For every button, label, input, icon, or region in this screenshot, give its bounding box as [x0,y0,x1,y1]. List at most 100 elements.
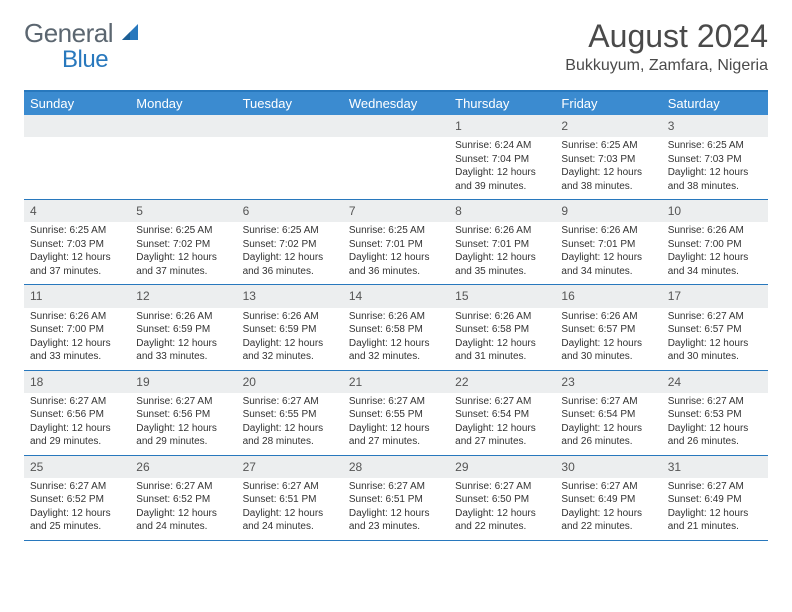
day-cell [24,115,130,199]
day-cell: 20Sunrise: 6:27 AMSunset: 6:55 PMDayligh… [237,371,343,455]
sunrise-line: Sunrise: 6:27 AM [30,395,124,409]
sunrise-line: Sunrise: 6:27 AM [243,395,337,409]
day-details: Sunrise: 6:25 AMSunset: 7:03 PMDaylight:… [555,137,661,199]
sunset-line: Sunset: 6:59 PM [136,323,230,337]
sunrise-line: Sunrise: 6:26 AM [455,310,549,324]
day-details: Sunrise: 6:25 AMSunset: 7:03 PMDaylight:… [662,137,768,199]
sunrise-line: Sunrise: 6:25 AM [561,139,655,153]
sunset-line: Sunset: 6:52 PM [30,493,124,507]
daylight-line: Daylight: 12 hours and 33 minutes. [30,337,124,364]
day-cell [343,115,449,199]
day-cell: 18Sunrise: 6:27 AMSunset: 6:56 PMDayligh… [24,371,130,455]
sunset-line: Sunset: 7:04 PM [455,153,549,167]
day-number [130,115,236,137]
day-cell: 3Sunrise: 6:25 AMSunset: 7:03 PMDaylight… [662,115,768,199]
sunset-line: Sunset: 6:52 PM [136,493,230,507]
sunset-line: Sunset: 6:53 PM [668,408,762,422]
sunrise-line: Sunrise: 6:27 AM [668,395,762,409]
day-number: 6 [237,200,343,222]
sunrise-line: Sunrise: 6:25 AM [30,224,124,238]
day-details: Sunrise: 6:27 AMSunset: 6:54 PMDaylight:… [449,393,555,455]
sunrise-line: Sunrise: 6:27 AM [30,480,124,494]
day-number: 9 [555,200,661,222]
daylight-line: Daylight: 12 hours and 30 minutes. [561,337,655,364]
sunrise-line: Sunrise: 6:27 AM [668,480,762,494]
day-cell: 6Sunrise: 6:25 AMSunset: 7:02 PMDaylight… [237,200,343,284]
sunset-line: Sunset: 7:01 PM [561,238,655,252]
daylight-line: Daylight: 12 hours and 24 minutes. [136,507,230,534]
day-cell: 25Sunrise: 6:27 AMSunset: 6:52 PMDayligh… [24,456,130,540]
sunrise-line: Sunrise: 6:25 AM [136,224,230,238]
day-number: 10 [662,200,768,222]
day-details: Sunrise: 6:27 AMSunset: 6:49 PMDaylight:… [555,478,661,540]
day-details: Sunrise: 6:26 AMSunset: 7:00 PMDaylight:… [24,308,130,370]
daylight-line: Daylight: 12 hours and 29 minutes. [136,422,230,449]
daylight-line: Daylight: 12 hours and 32 minutes. [349,337,443,364]
day-number: 23 [555,371,661,393]
day-details: Sunrise: 6:25 AMSunset: 7:03 PMDaylight:… [24,222,130,284]
sunrise-line: Sunrise: 6:27 AM [243,480,337,494]
day-number: 22 [449,371,555,393]
sunrise-line: Sunrise: 6:26 AM [561,224,655,238]
day-details: Sunrise: 6:27 AMSunset: 6:57 PMDaylight:… [662,308,768,370]
sunrise-line: Sunrise: 6:26 AM [136,310,230,324]
day-cell: 2Sunrise: 6:25 AMSunset: 7:03 PMDaylight… [555,115,661,199]
day-number: 20 [237,371,343,393]
logo-word-1: General [24,18,113,48]
sunset-line: Sunset: 6:55 PM [349,408,443,422]
sunrise-line: Sunrise: 6:27 AM [349,395,443,409]
day-details: Sunrise: 6:26 AMSunset: 6:59 PMDaylight:… [130,308,236,370]
day-details: Sunrise: 6:24 AMSunset: 7:04 PMDaylight:… [449,137,555,199]
day-number: 3 [662,115,768,137]
title-block: August 2024 Bukkuyum, Zamfara, Nigeria [565,18,768,75]
sunrise-line: Sunrise: 6:24 AM [455,139,549,153]
daylight-line: Daylight: 12 hours and 35 minutes. [455,251,549,278]
sunset-line: Sunset: 6:54 PM [455,408,549,422]
week-row: 1Sunrise: 6:24 AMSunset: 7:04 PMDaylight… [24,115,768,200]
sunset-line: Sunset: 7:03 PM [30,238,124,252]
sunrise-line: Sunrise: 6:27 AM [136,480,230,494]
day-details: Sunrise: 6:25 AMSunset: 7:02 PMDaylight:… [130,222,236,284]
day-number: 12 [130,285,236,307]
day-details: Sunrise: 6:27 AMSunset: 6:49 PMDaylight:… [662,478,768,540]
day-cell: 30Sunrise: 6:27 AMSunset: 6:49 PMDayligh… [555,456,661,540]
day-cell [130,115,236,199]
daylight-line: Daylight: 12 hours and 26 minutes. [668,422,762,449]
weekday-header: Sunday Monday Tuesday Wednesday Thursday… [24,92,768,115]
day-cell: 17Sunrise: 6:27 AMSunset: 6:57 PMDayligh… [662,285,768,369]
week-row: 4Sunrise: 6:25 AMSunset: 7:03 PMDaylight… [24,200,768,285]
sunrise-line: Sunrise: 6:26 AM [30,310,124,324]
sunset-line: Sunset: 6:56 PM [136,408,230,422]
day-details: Sunrise: 6:26 AMSunset: 7:01 PMDaylight:… [555,222,661,284]
weekday-sunday: Sunday [24,92,130,115]
day-number: 21 [343,371,449,393]
day-number: 19 [130,371,236,393]
sunset-line: Sunset: 7:00 PM [30,323,124,337]
daylight-line: Daylight: 12 hours and 23 minutes. [349,507,443,534]
sunset-line: Sunset: 6:57 PM [561,323,655,337]
day-details: Sunrise: 6:27 AMSunset: 6:56 PMDaylight:… [130,393,236,455]
sunrise-line: Sunrise: 6:27 AM [349,480,443,494]
daylight-line: Daylight: 12 hours and 39 minutes. [455,166,549,193]
day-details: Sunrise: 6:26 AMSunset: 6:59 PMDaylight:… [237,308,343,370]
sunrise-line: Sunrise: 6:25 AM [349,224,443,238]
sunrise-line: Sunrise: 6:25 AM [668,139,762,153]
logo-word-2: Blue [62,46,108,73]
daylight-line: Daylight: 12 hours and 36 minutes. [349,251,443,278]
week-row: 11Sunrise: 6:26 AMSunset: 7:00 PMDayligh… [24,285,768,370]
day-number: 27 [237,456,343,478]
day-cell: 4Sunrise: 6:25 AMSunset: 7:03 PMDaylight… [24,200,130,284]
day-details: Sunrise: 6:27 AMSunset: 6:50 PMDaylight:… [449,478,555,540]
day-details: Sunrise: 6:26 AMSunset: 7:01 PMDaylight:… [449,222,555,284]
day-number: 5 [130,200,236,222]
day-details: Sunrise: 6:27 AMSunset: 6:55 PMDaylight:… [237,393,343,455]
sunset-line: Sunset: 6:58 PM [455,323,549,337]
day-details: Sunrise: 6:27 AMSunset: 6:56 PMDaylight:… [24,393,130,455]
day-number: 7 [343,200,449,222]
sunset-line: Sunset: 7:02 PM [243,238,337,252]
daylight-line: Daylight: 12 hours and 38 minutes. [668,166,762,193]
day-number: 29 [449,456,555,478]
daylight-line: Daylight: 12 hours and 27 minutes. [349,422,443,449]
daylight-line: Daylight: 12 hours and 21 minutes. [668,507,762,534]
daylight-line: Daylight: 12 hours and 33 minutes. [136,337,230,364]
